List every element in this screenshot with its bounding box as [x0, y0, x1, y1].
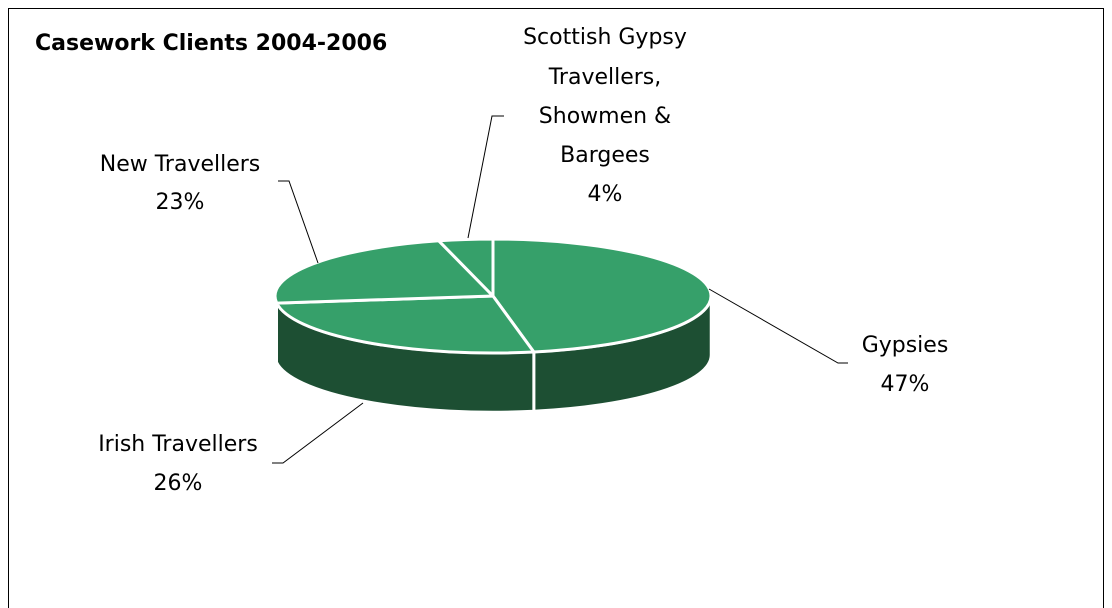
leader-line-scottish: [467, 115, 504, 239]
label-new-travellers-name: New Travellers: [100, 152, 261, 177]
pie-slice-irish-travellers: [275, 294, 536, 355]
leader-line-new-travellers: [278, 180, 319, 264]
label-scottish-line-1: Scottish Gypsy: [523, 25, 687, 50]
pie-slice-new-travellers: [273, 239, 495, 305]
label-new-travellers-percent: 23%: [156, 190, 205, 215]
pie-slice-scottish: [437, 237, 495, 298]
leader-line-irish-travellers: [272, 402, 364, 464]
pie-top-group: [273, 237, 713, 355]
pie-side-new-travellers: [273, 294, 278, 364]
leader-lines: [272, 115, 848, 464]
pie-slice-gypsies: [491, 237, 713, 354]
slice-labels: Gypsies 47% Irish Travellers 26% New Tra…: [98, 25, 948, 496]
chart-title: Casework Clients 2004-2006: [35, 31, 387, 56]
label-irish-travellers-percent: 26%: [154, 471, 203, 496]
leader-line-gypsies: [708, 288, 848, 364]
label-gypsies-percent: 47%: [881, 372, 930, 397]
label-scottish-line-3: Showmen &: [539, 104, 671, 129]
label-irish-travellers-name: Irish Travellers: [98, 432, 258, 457]
label-gypsies-name: Gypsies: [862, 333, 949, 358]
label-scottish-line-2: Travellers,: [548, 65, 662, 90]
label-scottish-line-4: Bargees: [560, 143, 650, 168]
label-scottish-percent: 4%: [588, 182, 623, 207]
